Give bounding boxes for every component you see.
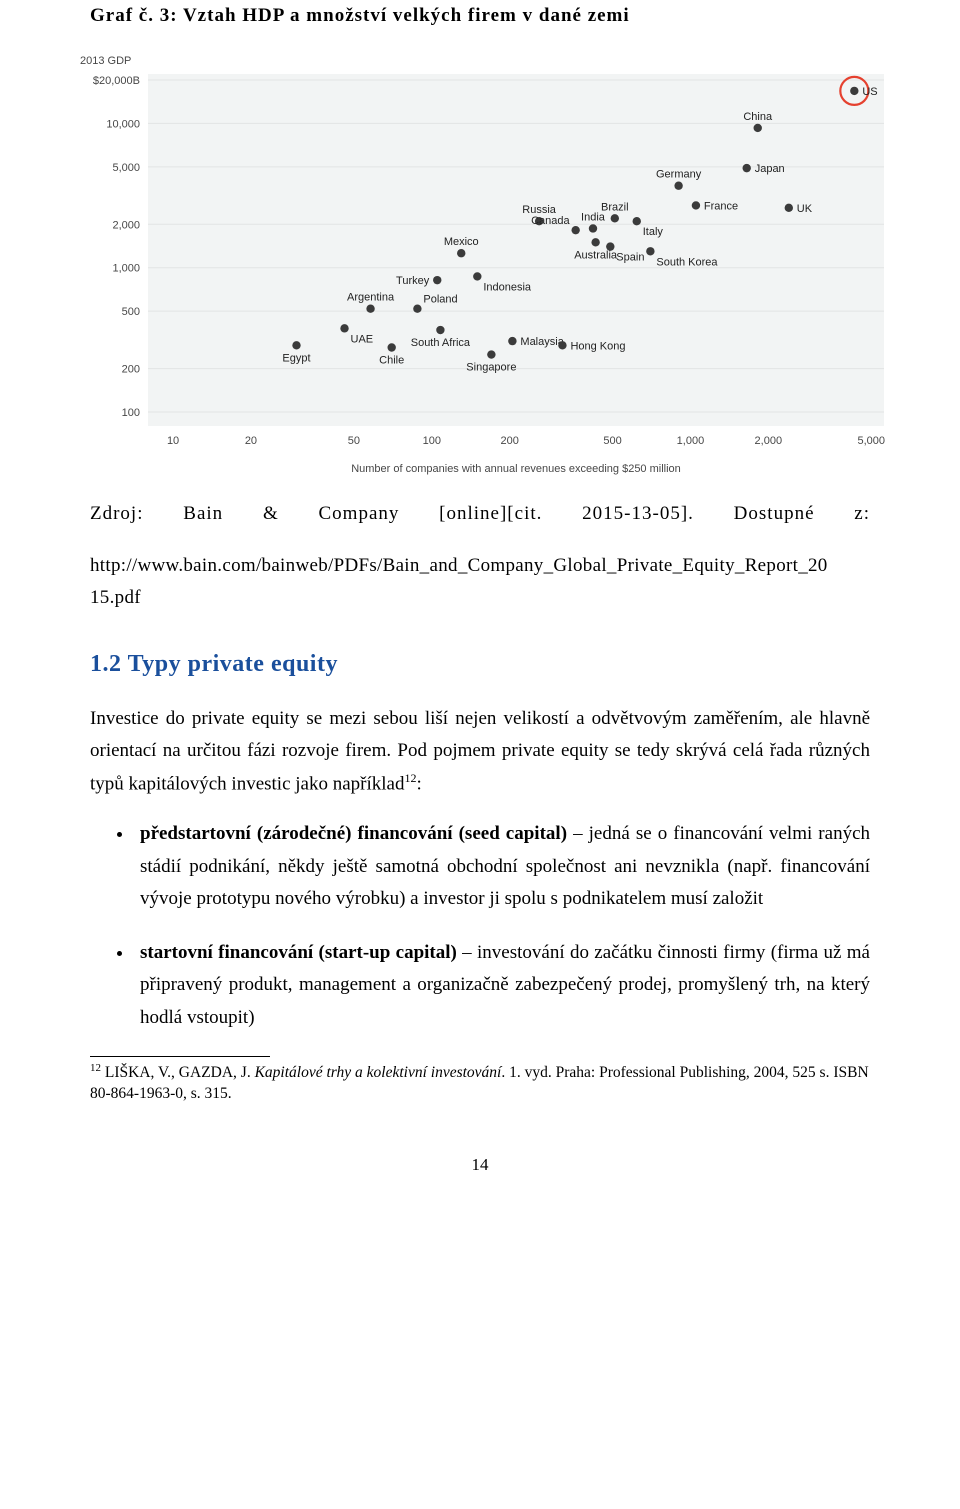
svg-text:Singapore: Singapore [466, 362, 516, 374]
svg-text:Spain: Spain [616, 252, 644, 264]
footnote-separator [90, 1056, 270, 1057]
svg-text:2,000: 2,000 [755, 435, 783, 447]
svg-text:Hong Kong: Hong Kong [570, 341, 625, 353]
svg-text:20: 20 [245, 435, 257, 447]
svg-text:Brazil: Brazil [601, 202, 629, 214]
svg-text:Canada: Canada [531, 215, 570, 227]
svg-text:Italy: Italy [643, 227, 664, 239]
chart-caption: Graf č. 3: Vztah HDP a množství velkých … [90, 0, 870, 32]
svg-text:South Africa: South Africa [411, 337, 471, 349]
svg-text:1,000: 1,000 [677, 435, 705, 447]
svg-text:Indonesia: Indonesia [483, 282, 532, 294]
source-url: http://www.bain.com/bainweb/PDFs/Bain_an… [90, 550, 870, 615]
page-number: 14 [90, 1151, 870, 1180]
bullet-item-2: startovní financování (start-up capital)… [134, 937, 870, 1034]
svg-text:200: 200 [500, 435, 518, 447]
svg-text:5,000: 5,000 [858, 435, 886, 447]
svg-text:US: US [862, 86, 877, 98]
svg-text:France: France [704, 201, 738, 213]
svg-text:China: China [743, 111, 773, 123]
svg-text:South Korea: South Korea [656, 257, 718, 269]
svg-text:100: 100 [122, 407, 140, 419]
svg-text:Argentina: Argentina [347, 292, 395, 304]
svg-text:5,000: 5,000 [112, 162, 140, 174]
svg-text:UAE: UAE [351, 334, 374, 346]
svg-text:Mexico: Mexico [444, 237, 479, 249]
svg-text:Poland: Poland [423, 294, 457, 306]
svg-text:Australia: Australia [574, 250, 618, 262]
svg-text:1,000: 1,000 [112, 263, 140, 275]
svg-text:Number of companies with annua: Number of companies with annual revenues… [351, 463, 681, 475]
svg-text:Japan: Japan [755, 163, 785, 175]
svg-text:500: 500 [603, 435, 621, 447]
svg-text:UK: UK [797, 203, 813, 215]
svg-text:2013 GDP: 2013 GDP [80, 55, 131, 67]
svg-text:Malaysia: Malaysia [520, 336, 564, 348]
footnote: 12 LIŠKA, V., GAZDA, J. Kapitálové trhy … [90, 1061, 870, 1105]
svg-text:200: 200 [122, 364, 140, 376]
svg-text:50: 50 [348, 435, 360, 447]
paragraph-1: Investice do private equity se mezi sebo… [90, 703, 870, 800]
svg-text:500: 500 [122, 306, 140, 318]
svg-text:Turkey: Turkey [396, 275, 430, 287]
source-citation: Zdroj: Bain & Company [online][cit. 2015… [90, 498, 870, 530]
scatter-chart: 100 200 500 1,000 2,000 5,000 10,000 $20,000B 10… [78, 50, 882, 480]
svg-text:Chile: Chile [379, 355, 404, 367]
svg-text:100: 100 [423, 435, 441, 447]
svg-text:10: 10 [167, 435, 179, 447]
section-heading: 1.2 Typy private equity [90, 644, 870, 685]
svg-text:2,000: 2,000 [112, 220, 140, 232]
bullet-item-1: předstartovní (zárodečné) financování (s… [134, 818, 870, 915]
svg-text:$20,000B: $20,000B [93, 75, 140, 87]
svg-text:Egypt: Egypt [282, 353, 310, 365]
svg-text:10,000: 10,000 [106, 119, 140, 131]
svg-text:Germany: Germany [656, 169, 702, 181]
